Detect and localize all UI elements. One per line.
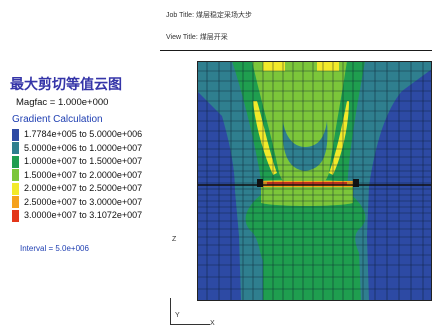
legend-entry: 1.5000e+007 to 2.0000e+007: [12, 169, 172, 183]
legend-title: 最大剪切等值云图: [10, 76, 122, 92]
legend-entry-label: 1.7784e+005 to 5.0000e+006: [24, 129, 143, 139]
header-divider: [160, 50, 432, 51]
contour-zone-inner-teal: [282, 121, 328, 171]
axis-triad-horizontal: [170, 324, 210, 325]
contour-zone-yellow-left: [253, 101, 277, 175]
axis-x-label: X: [210, 320, 215, 327]
contour-zone-red: [267, 182, 347, 185]
legend-entry: 2.0000e+007 to 2.5000e+007: [12, 182, 172, 196]
axis-y-label: Y: [175, 312, 180, 319]
contour-plot: [197, 61, 432, 301]
legend-entry-label: 1.0000e+007 to 1.5000e+007: [24, 156, 143, 166]
legend-entry: 5.0000e+006 to 1.0000e+007: [12, 142, 172, 156]
interval-label: Interval = 5.0e+006: [20, 244, 89, 253]
job-title: Job Title: 煤层稳定采场大步: [166, 12, 252, 19]
legend-swatch: [12, 209, 19, 222]
legend-entry: 1.7784e+005 to 5.0000e+006: [12, 128, 172, 142]
legend-swatch: [12, 155, 19, 168]
gradient-calculation-label: Gradient Calculation: [12, 114, 103, 125]
legend-entry: 1.0000e+007 to 1.5000e+007: [12, 155, 172, 169]
contour-zone-yellow-right: [329, 101, 349, 175]
axis-triad-vertical: [170, 298, 171, 324]
legend-swatch: [12, 142, 19, 154]
legend-swatch: [12, 128, 19, 141]
axis-z-label: Z: [172, 236, 177, 243]
view-title: View Title: 煤层开采: [166, 34, 228, 41]
mesh-grid: [197, 61, 432, 301]
legend-entry-label: 5.0000e+006 to 1.0000e+007: [24, 142, 143, 153]
legend-swatch: [12, 169, 19, 181]
legend-entry-label: 2.5000e+007 to 3.0000e+007: [24, 196, 143, 207]
contour-zone-yellow-top-left: [263, 61, 285, 71]
legend-entry-label: 1.5000e+007 to 2.0000e+007: [24, 169, 143, 180]
magfac-label: Magfac = 1.000e+000: [16, 97, 109, 108]
legend-list: 1.7784e+005 to 5.0000e+006 5.0000e+006 t…: [12, 128, 172, 223]
legend-swatch: [12, 182, 19, 195]
legend-entry-label: 3.0000e+007 to 3.1072e+007: [24, 210, 143, 220]
legend-entry: 3.0000e+007 to 3.1072e+007: [12, 209, 172, 223]
contour-zone-yellow-top-right: [317, 61, 339, 71]
legend-swatch: [12, 196, 19, 208]
legend-entry: 2.5000e+007 to 3.0000e+007: [12, 196, 172, 210]
legend-entry-label: 2.0000e+007 to 2.5000e+007: [24, 183, 143, 193]
